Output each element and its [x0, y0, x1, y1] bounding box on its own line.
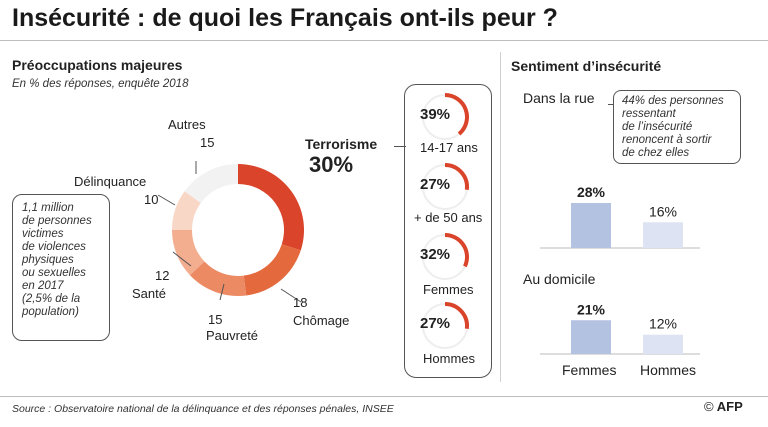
right-heading: Sentiment d’insécurité: [511, 58, 662, 74]
slice-label-chomage: Chômage: [293, 313, 350, 328]
victims-note-line: 1,1 million: [22, 202, 74, 214]
group-value-50plus: 27%: [420, 176, 451, 193]
ring-fill: [444, 163, 469, 191]
victims-note-box: 1,1 million de personnes victimes de violen…: [12, 194, 110, 341]
terrorism-rings: [422, 93, 469, 349]
donut-leaders: [157, 161, 302, 303]
renounce-note-box: 44% des personnes ressentant de l’insécuri…: [613, 90, 741, 164]
bar-value-label: 28%: [577, 184, 606, 200]
victims-note-line: victimes: [22, 228, 64, 240]
x-label-hommes: Hommes: [640, 362, 697, 378]
top-divider: [0, 40, 768, 41]
leader-pauvrete: [219, 283, 225, 301]
slice-label-terrorisme: Terrorisme: [305, 136, 378, 152]
donut-slice-chomage: [243, 244, 301, 296]
leader-delinquance: [157, 194, 176, 206]
bottom-divider: [0, 396, 768, 397]
source-note: Source : Observatoire national de la dél…: [12, 403, 394, 415]
x-label-femmes: Femmes: [562, 362, 617, 378]
bar-femmes: [571, 203, 611, 248]
slice-label-sante: Santé: [132, 286, 166, 301]
donut-chart: [157, 161, 304, 303]
victims-note-line: de personnes: [22, 215, 92, 227]
group-value-14-17: 39%: [420, 106, 451, 123]
slice-value-delinquance: 10: [144, 192, 159, 207]
donut-slice-autres: [184, 164, 238, 203]
bar-value-label: 12%: [649, 316, 677, 332]
bar-hommes: [643, 334, 683, 354]
group-label-hommes: Hommes: [423, 351, 476, 366]
donut-slice-sante: [172, 230, 205, 276]
group-label-femmes: Femmes: [423, 282, 474, 297]
renounce-note-text: 44% des personnes ressentant de l’insécuri…: [614, 91, 740, 160]
ring-fill: [444, 93, 469, 136]
renounce-note-tick: [608, 104, 614, 105]
slice-value-terrorisme: 30%: [309, 152, 354, 177]
renounce-note-line: renoncent à sortir: [622, 134, 712, 146]
terrorism-groups-box: [404, 84, 492, 378]
slice-value-pauvrete: 15: [208, 312, 223, 327]
home-label: Au domicile: [523, 271, 596, 287]
slice-value-autres: 15: [200, 135, 215, 150]
group-label-14-17: 14-17 ans: [420, 140, 478, 155]
renounce-note-line: de l’insécurité: [622, 121, 693, 133]
ring-fill: [444, 302, 469, 330]
left-subheading: En % des réponses, enquête 2018: [12, 78, 189, 90]
bar-value-label: 21%: [577, 301, 606, 317]
victims-note-line: physiques: [22, 254, 74, 266]
slice-label-pauvrete: Pauvreté: [206, 328, 259, 343]
group-value-hommes: 27%: [420, 315, 451, 332]
slice-value-chomage: 18: [293, 295, 308, 310]
victims-note-line: population): [22, 306, 79, 318]
bar-femmes: [571, 320, 611, 354]
renounce-note-line: 44% des personnes: [622, 95, 724, 107]
donut-slice-terrorisme: [238, 164, 304, 251]
victims-note-line: ou sexuelles: [22, 267, 86, 279]
slice-label-autres: Autres: [168, 117, 206, 132]
street-label: Dans la rue: [523, 90, 595, 106]
copyright-symbol: ©: [704, 399, 714, 414]
bar-value-label: 16%: [649, 203, 677, 219]
leader-chomage: [280, 288, 302, 303]
bar-charts: 28% 16% 21% 12%: [540, 184, 700, 355]
donut-slice-pauvrete: [189, 261, 247, 297]
slice-label-delinquance: Délinquance: [74, 174, 147, 189]
renounce-note-line: ressentant: [622, 108, 676, 120]
bar-hommes: [643, 222, 683, 248]
donut-slices: [172, 164, 304, 297]
leader-sante: [172, 251, 192, 267]
victims-note-text: 1,1 million de personnes victimes de violen…: [13, 195, 109, 319]
victims-note-line: (2,5% de la: [22, 293, 81, 305]
group-label-50plus: + de 50 ans: [414, 210, 483, 225]
afp-credit: © AFP: [704, 399, 743, 414]
terrorism-connector: [394, 146, 406, 147]
donut-slice-delinquance: [172, 191, 201, 230]
ring-fill: [444, 233, 469, 268]
victims-note-line: de violences: [22, 241, 86, 253]
panel-divider: [500, 52, 501, 382]
page-title: Insécurité : de quoi les Français ont-il…: [12, 4, 558, 32]
afp-logo: AFP: [716, 399, 743, 414]
slice-value-sante: 12: [155, 268, 170, 283]
left-heading: Préoccupations majeures: [12, 57, 183, 73]
renounce-note-line: de chez elles: [622, 147, 690, 159]
victims-note-line: en 2017: [22, 280, 64, 292]
group-value-femmes: 32%: [420, 246, 451, 263]
